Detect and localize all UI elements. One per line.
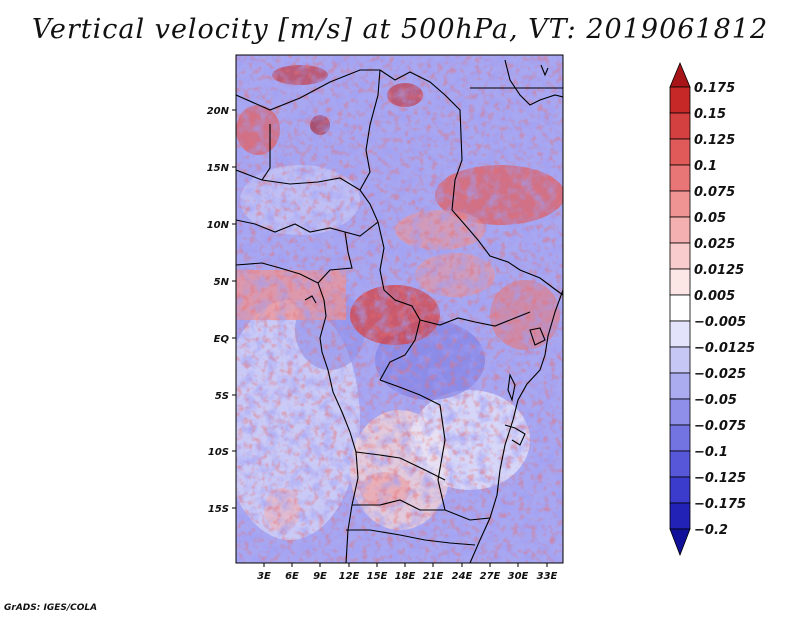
colorbar-label: −0.005	[694, 315, 746, 330]
colorbar-segment	[669, 424, 691, 452]
lat-label: 15N	[207, 163, 230, 174]
lat-label: 15S	[208, 504, 229, 515]
latitude-axis	[232, 109, 236, 509]
lon-label: 3E	[257, 571, 271, 582]
lon-label: 9E	[313, 571, 327, 582]
longitude-axis	[263, 563, 548, 567]
lat-label: 10S	[208, 447, 229, 458]
lon-label: 27E	[480, 571, 501, 582]
colorbar-label: 0.025	[694, 237, 735, 252]
lon-label: 6E	[285, 571, 299, 582]
colorbar-label: 0.15	[694, 107, 726, 122]
lon-label: 24E	[452, 571, 473, 582]
lat-label: EQ	[214, 334, 230, 345]
colorbar-segment	[669, 476, 691, 504]
lat-label: 5S	[215, 391, 229, 402]
latitude-labels: 20N 15N 10N 5N EQ 5S 10S 15S	[207, 106, 230, 515]
colorbar-segment	[669, 138, 691, 166]
lat-label: 20N	[207, 106, 230, 117]
colorbar-label: −0.025	[694, 367, 746, 382]
colorbar-segment	[669, 112, 691, 140]
colorbar-label: 0.1	[694, 159, 717, 174]
lon-label: 15E	[367, 571, 388, 582]
colorbar-segment	[669, 346, 691, 374]
longitude-labels: 3E 6E 9E 12E 15E 18E 21E 24E 27E 30E 33E	[257, 571, 557, 582]
coastlines-borders	[236, 59, 563, 563]
colorbar-segment	[669, 320, 691, 348]
colorbar-bottom-triangle	[669, 528, 691, 557]
colorbar-label: −0.175	[694, 497, 746, 512]
colorbar-segment	[669, 450, 691, 478]
lon-label: 12E	[339, 571, 360, 582]
lon-label: 30E	[508, 571, 529, 582]
colorbar-segment	[669, 190, 691, 218]
lon-label: 33E	[537, 571, 558, 582]
lat-label: 10N	[207, 220, 230, 231]
colorbar-segment	[669, 502, 691, 530]
colorbar-segment	[669, 164, 691, 192]
colorbar-label: 0.005	[694, 289, 735, 304]
lat-label: 5N	[214, 277, 230, 288]
map-title: Vertical velocity [m/s] at 500hPa, VT: 2…	[31, 14, 769, 45]
colorbar-segment	[669, 372, 691, 400]
colorbar-segment	[669, 216, 691, 244]
colorbar-segment	[669, 268, 691, 296]
colorbar-label: 0.075	[694, 185, 735, 200]
colorbar-segment	[669, 294, 691, 322]
lon-label: 18E	[395, 571, 416, 582]
colorbar-label: 0.125	[694, 133, 735, 148]
colorbar-labels: 0.175 0.15 0.125 0.1 0.075 0.05 0.025 0.…	[694, 81, 755, 538]
velocity-field	[236, 55, 563, 563]
colorbar-label: 0.175	[694, 81, 735, 96]
colorbar-label: −0.0125	[694, 341, 755, 356]
lon-label: 21E	[423, 571, 444, 582]
colorbar-label: −0.125	[694, 471, 746, 486]
colorbar-label: −0.2	[694, 523, 728, 538]
colorbar-segment	[669, 398, 691, 426]
colorbar-label: 0.0125	[694, 263, 744, 278]
colorbar-label: 0.05	[694, 211, 726, 226]
grads-credit: GrADS: IGES/COLA	[4, 603, 98, 613]
map-frame	[235, 54, 564, 564]
colorbar	[669, 61, 691, 557]
colorbar-label: −0.075	[694, 419, 746, 434]
colorbar-label: −0.05	[694, 393, 737, 408]
colorbar-segment	[669, 242, 691, 270]
colorbar-label: −0.1	[694, 445, 728, 460]
colorbar-top-triangle	[669, 61, 691, 88]
colorbar-segment	[669, 86, 691, 114]
